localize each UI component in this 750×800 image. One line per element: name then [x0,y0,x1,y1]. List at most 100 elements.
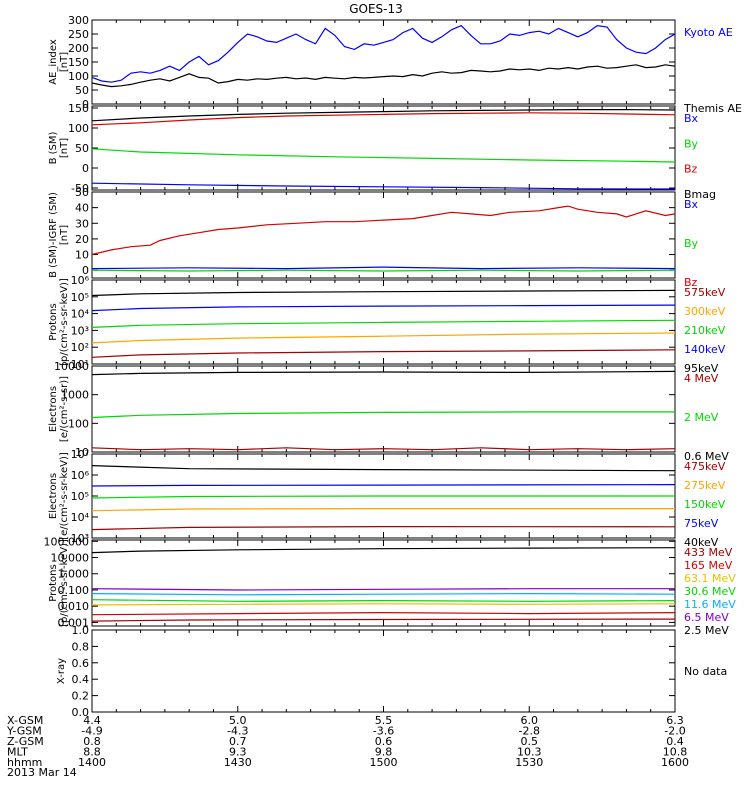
legend-label: 95keV [684,362,719,375]
footer-value: 10.3 [517,746,542,759]
panel-4: 10¹ 10² 10³ 10⁴ 10⁵ 10⁶ Protons [p/(cm²-s-sr-ke… [48,274,726,375]
series-line [91,525,676,531]
footer-value: 5.5 [375,714,393,727]
y-tick-label: 0.2 [72,690,90,703]
y-tick-label: 0 [82,264,89,277]
series-line [91,611,676,616]
y-tick-label: 150 [68,56,89,69]
y-tick-label: 10⁶ [71,469,90,482]
footer-value: 1430 [224,756,252,769]
y-tick-label: 0.0 [72,706,90,719]
series-line [91,266,676,270]
y-tick-label: 150 [68,102,89,115]
footer-value: 6.0 [521,714,539,727]
footer-value: 8.8 [83,746,101,759]
series-line [91,349,676,358]
legend-label: 210keV [684,324,726,337]
legend-label: By [684,137,699,150]
series-line [91,64,676,88]
footer-row-label: MLT [7,746,28,759]
y-axis-label: Electrons [48,386,59,432]
legend-label: 433 MeV [684,546,733,559]
footer: X-GSM 4.4 5.0 5.5 6.0 6.3 Y-GSM -4.9 -4.3 -3.6 -2.… [6,714,689,779]
series-line [91,465,676,472]
legend-label: Bx [684,112,699,125]
y-tick-label: 50 [75,84,89,97]
footer-value: 5.0 [229,714,247,727]
series-line [91,109,676,122]
footer-value: 0.4 [666,735,684,748]
footer-value: 0.8 [83,735,101,748]
panel-3: 0 10 20 30 40 50 B (SM)-IGRF (SM) [nT] Bx By Bz [48,186,699,289]
y-tick-label: 10⁶ [71,274,90,287]
y-tick-label: 10³ [71,532,89,545]
y-tick-label: 10⁵ [71,490,89,503]
legend-label: Kyoto AE [684,26,733,39]
series-line [91,319,676,328]
legend-label: Bx [684,198,699,211]
y-tick-label: 100 [68,70,89,83]
legend-label: 0.6 MeV [684,450,729,463]
footer-value: -4.9 [81,725,102,738]
footer-value: -2.8 [519,725,540,738]
footer-row-label: Y-GSM [6,725,42,738]
y-tick-label: 0.4 [72,673,90,686]
series-line [91,618,676,622]
series-line [91,508,675,512]
footer-value: 1600 [661,756,689,769]
legend-label: 275keV [684,479,726,492]
y-axis-label: Electrons [48,473,59,519]
y-tick-label: 50 [75,142,89,155]
footer-row-label: hhmm [7,756,42,769]
y-tick-label: 10 [75,249,89,262]
panel-frame [91,629,676,713]
plot-title: GOES-13 [349,2,403,16]
legend-label: 30.6 MeV [684,585,736,598]
legend-label: 2 MeV [684,411,719,424]
y-tick-label: 10⁵ [71,291,89,304]
y-tick-label: 10³ [71,324,89,337]
y-tick-label: 10 [75,446,89,459]
footer-value: 0.5 [521,735,539,748]
y-tick-label: 0.8 [72,640,90,653]
footer-value: 9.8 [375,746,393,759]
series-line [91,370,676,376]
legend-label: Bz [684,163,698,176]
footer-value: 9.3 [229,746,247,759]
series-line [91,289,676,297]
no-data-note: No data [684,665,727,678]
y-axis-label: [nT] [59,138,70,158]
y-axis-label: [p/(cm²-s-sr-keV)] [59,278,70,366]
series-line [91,269,676,272]
legend-label: 4 MeV [684,372,719,385]
footer-value: 1500 [370,756,398,769]
series-line [91,182,676,190]
series-line [91,447,676,451]
y-tick-label: 1.0 [72,624,90,637]
legend-label: 300keV [684,305,726,318]
y-tick-label: 20 [75,233,89,246]
y-tick-label: 1000 [61,389,89,402]
footer-value: -2.0 [664,725,685,738]
y-axis-label: B (SM) [48,131,59,164]
legend-label: 40keV [684,536,719,549]
footer-date: 2013 Mar 14 [7,766,77,779]
y-tick-label: -50 [71,182,89,195]
y-axis-label: X-ray [56,658,67,684]
y-axis-label: [p/(cm²-s-sr-keV)] [59,539,70,627]
series-line [91,332,676,344]
y-tick-label: 100 [68,122,89,135]
footer-value: -4.3 [227,725,248,738]
panel-frame [91,191,676,279]
y-axis-label: [nT] [59,52,70,72]
series-line [91,547,676,554]
footer-value: 4.4 [83,714,101,727]
legend-label: Bz [684,276,698,289]
y-tick-label: 250 [68,28,89,41]
y-tick-label: 0.010 [58,600,90,613]
legend-label: 11.6 MeV [684,598,736,611]
series-line [91,304,676,312]
y-tick-label: 40 [75,202,89,215]
